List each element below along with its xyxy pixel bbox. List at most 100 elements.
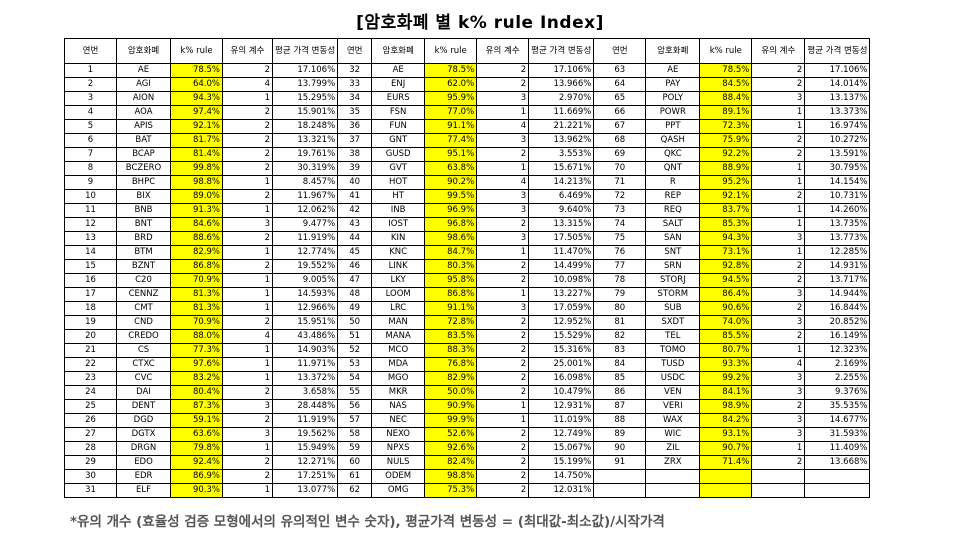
- table-row: 17 CENNZ 81.3% 1 14.593% 48 LOOM 86.8% 1 13.227% 7…: [64, 287, 871, 302]
- k-rule-value: 86.4%: [699, 287, 753, 302]
- row-index: 26: [64, 413, 117, 428]
- k-rule-value: 92.1%: [170, 119, 223, 134]
- coin-name: SXDT: [645, 315, 701, 330]
- volatility-value: 15.951%: [271, 315, 339, 330]
- coin-name: CVC: [116, 371, 171, 386]
- significance-count: 2: [222, 315, 273, 330]
- row-index: 66: [593, 105, 647, 120]
- significance-count: 3: [222, 399, 273, 414]
- k-rule-value: 99.8%: [170, 161, 223, 176]
- volatility-value: 17.106%: [271, 63, 339, 78]
- significance-count: 2: [222, 161, 273, 176]
- coin-name: DENT: [116, 399, 171, 414]
- significance-count: 3: [751, 371, 806, 386]
- volatility-value: 11.971%: [271, 357, 339, 372]
- volatility-value: 15.529%: [528, 329, 595, 344]
- volatility-value: 13.962%: [528, 133, 595, 148]
- coin-name: MGO: [371, 371, 426, 386]
- coin-name: GVT: [371, 161, 426, 176]
- volatility-value: 12.931%: [528, 399, 595, 414]
- volatility-value: 11.019%: [528, 413, 595, 428]
- empty-cell: [645, 469, 701, 484]
- significance-count: 4: [751, 357, 806, 372]
- coin-name: EURS: [371, 91, 426, 106]
- volatility-value: 13.315%: [528, 217, 595, 232]
- coin-name: BCZERO: [116, 161, 171, 176]
- k-rule-value: 64.0%: [170, 77, 223, 92]
- coin-name: SRN: [645, 259, 701, 274]
- k-rule-value: 78.5%: [424, 63, 478, 78]
- table-row: 29 EDO 92.4% 2 12.271% 60 NULS 82.4% 2 15.199% 91 Z…: [64, 455, 871, 470]
- coin-name: EDO: [116, 455, 171, 470]
- table-row: 25 DENT 87.3% 3 28.448% 56 NAS 90.9% 1 12.931% 87 V…: [64, 399, 871, 414]
- k-rule-value: 80.4%: [170, 385, 223, 400]
- coin-header: 암호화폐: [116, 38, 171, 64]
- volatility-value: 14.677%: [804, 413, 871, 428]
- table-row: 27 DGTX 63.6% 3 19.562% 58 NEXO 52.6% 2 12.749% 89…: [64, 427, 871, 442]
- table-row: 26 DGD 59.1% 2 11.919% 57 NEC 99.9% 1 11.019% 88 WA…: [64, 413, 871, 428]
- significance-count: 2: [476, 441, 530, 456]
- coin-name: AE: [116, 63, 171, 78]
- significance-count: 1: [751, 217, 806, 232]
- k-rule-value: 82.9%: [424, 371, 478, 386]
- row-index: 88: [593, 413, 647, 428]
- row-index: 58: [337, 427, 373, 442]
- k-rule-value: 98.9%: [699, 399, 753, 414]
- row-index: 71: [593, 175, 647, 190]
- coin-name: USDC: [645, 371, 701, 386]
- significance-count: 2: [476, 385, 530, 400]
- volatility-value: 14.944%: [804, 287, 871, 302]
- row-index: 7: [64, 147, 117, 162]
- volatility-value: 9.376%: [804, 385, 871, 400]
- coin-name: NAS: [371, 399, 426, 414]
- coin-name: TOMO: [645, 343, 701, 358]
- significance-count: 2: [222, 455, 273, 470]
- volatility-value: 12.285%: [804, 245, 871, 260]
- coin-name: QKC: [645, 147, 701, 162]
- volatility-value: 11.669%: [528, 105, 595, 120]
- coin-name: LKY: [371, 273, 426, 288]
- significance-count: 2: [222, 105, 273, 120]
- significance-count: 2: [222, 259, 273, 274]
- row-index: 2: [64, 77, 117, 92]
- coin-name: LINK: [371, 259, 426, 274]
- significance-count: 4: [222, 329, 273, 344]
- coin-name: AGI: [116, 77, 171, 92]
- empty-cell: [699, 483, 753, 498]
- volatility-value: 43.486%: [271, 329, 339, 344]
- coin-name: SAN: [645, 231, 701, 246]
- k-rule-value: 77.3%: [170, 343, 223, 358]
- row-index: 86: [593, 385, 647, 400]
- significance-count: 2: [222, 63, 273, 78]
- volatility-value: 13.227%: [528, 287, 595, 302]
- row-index: 21: [64, 343, 117, 358]
- volatility-value: 15.067%: [528, 441, 595, 456]
- coin-name: OMG: [371, 483, 426, 498]
- table-row: 18 CMT 81.3% 1 12.966% 49 LRC 91.1% 3 17.059% 80 SU…: [64, 301, 871, 316]
- row-index: 83: [593, 343, 647, 358]
- table-row: 5 APIS 92.1% 2 18.248% 36 FUN 91.1% 4 21.221% 67 PP…: [64, 119, 871, 134]
- volatility-value: 17.106%: [804, 63, 871, 78]
- volatility-value: 14.593%: [271, 287, 339, 302]
- k-rule-value: 84.5%: [699, 77, 753, 92]
- k-rule-value: 52.6%: [424, 427, 478, 442]
- significance-count: 3: [751, 231, 806, 246]
- significance-count: 1: [476, 413, 530, 428]
- row-index: 82: [593, 329, 647, 344]
- volatility-value: 21.221%: [528, 119, 595, 134]
- coin-name: HT: [371, 189, 426, 204]
- volatility-value: 16.149%: [804, 329, 871, 344]
- row-index: 69: [593, 147, 647, 162]
- table-row: 30 EDR 86.9% 2 17.251% 61 ODEM 98.8% 2 14.750%: [64, 469, 871, 484]
- significance-count: 2: [222, 385, 273, 400]
- volatility-value: 11.967%: [271, 189, 339, 204]
- k-rule-value: 50.0%: [424, 385, 478, 400]
- k-rule-value: 73.1%: [699, 245, 753, 260]
- empty-cell: [593, 483, 647, 498]
- coin-name: KIN: [371, 231, 426, 246]
- significance-count: 2: [476, 329, 530, 344]
- significance-count: 2: [222, 189, 273, 204]
- coin-name: CTXC: [116, 357, 171, 372]
- significance-count: 2: [222, 147, 273, 162]
- table-row: 12 BNT 84.6% 3 9.477% 43 IOST 96.8% 2 13.315% 74 SA…: [64, 217, 871, 232]
